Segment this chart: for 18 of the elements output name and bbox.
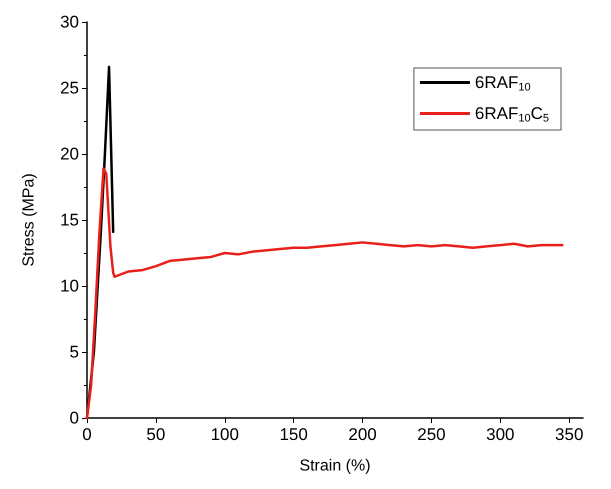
x-tick-label: 0 — [82, 425, 92, 444]
x-tick-label: 50 — [146, 425, 166, 444]
y-tick-label: 20 — [60, 144, 79, 164]
x-tick-label: 150 — [279, 425, 308, 444]
x-tick-label: 350 — [555, 425, 584, 444]
x-tick-label: 250 — [417, 425, 446, 444]
y-tick-label: 10 — [60, 276, 79, 296]
x-axis-title: Strain (%) — [299, 458, 371, 474]
y-axis-title: Stress (MPa) — [20, 173, 38, 267]
x-tick-label: 300 — [486, 425, 515, 444]
x-tick-label: 200 — [348, 425, 377, 444]
y-tick-label: 5 — [70, 342, 79, 362]
y-tick-label: 15 — [60, 210, 79, 230]
y-tick-label: 0 — [70, 408, 79, 428]
line-series — [86, 167, 564, 420]
x-tick-label: 100 — [210, 425, 239, 444]
y-tick-label: 25 — [60, 78, 79, 98]
y-tick-label: 30 — [60, 12, 79, 32]
